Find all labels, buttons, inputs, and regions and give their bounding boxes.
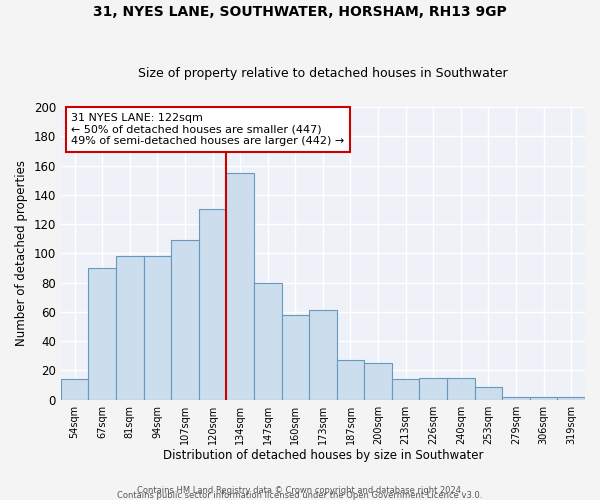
Bar (226, 173, 254, 400)
Title: Size of property relative to detached houses in Southwater: Size of property relative to detached ho… (138, 66, 508, 80)
Bar (61, 379, 88, 400)
Text: Contains HM Land Registry data © Crown copyright and database right 2024.: Contains HM Land Registry data © Crown c… (137, 486, 463, 495)
Y-axis label: Number of detached properties: Number of detached properties (15, 160, 28, 346)
Bar (530, 397, 557, 400)
Bar (337, 360, 364, 400)
Bar (309, 310, 337, 400)
Bar (447, 378, 475, 400)
Bar (364, 363, 392, 400)
X-axis label: Distribution of detached houses by size in Southwater: Distribution of detached houses by size … (163, 450, 483, 462)
Bar (199, 210, 226, 400)
Bar (392, 379, 419, 400)
Bar (143, 256, 171, 400)
Bar (557, 397, 585, 400)
Bar (419, 378, 447, 400)
Bar (475, 386, 502, 400)
Bar (171, 240, 199, 400)
Bar (88, 268, 116, 400)
Bar (502, 397, 530, 400)
Bar (281, 315, 309, 400)
Text: 31, NYES LANE, SOUTHWATER, HORSHAM, RH13 9GP: 31, NYES LANE, SOUTHWATER, HORSHAM, RH13… (93, 5, 507, 19)
Text: Contains public sector information licensed under the Open Government Licence v3: Contains public sector information licen… (118, 490, 482, 500)
Bar (254, 282, 281, 400)
Bar (116, 256, 143, 400)
Text: 31 NYES LANE: 122sqm
← 50% of detached houses are smaller (447)
49% of semi-deta: 31 NYES LANE: 122sqm ← 50% of detached h… (71, 113, 344, 146)
